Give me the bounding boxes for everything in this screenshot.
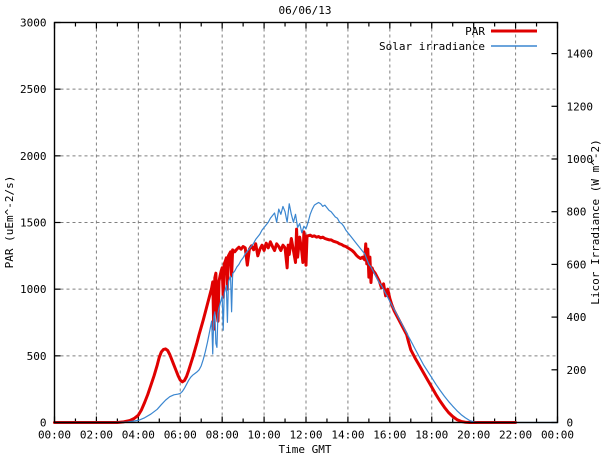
- axis-tickmarks: [53, 21, 559, 424]
- x-tick-label: 18:00: [415, 429, 448, 442]
- y2-tick-label: 600: [567, 258, 587, 271]
- x-tick-label: 06:00: [164, 429, 197, 442]
- y2-tick-label: 400: [567, 311, 587, 324]
- x-axis-tick-labels: 00:00 02:00 04:00 06:00 08:00 10:00 12:00 14:00…: [38, 429, 574, 442]
- chart-title: 06/06/13: [279, 4, 332, 17]
- gridlines: [54, 22, 558, 423]
- y-tick-label: 0: [40, 417, 47, 430]
- x-tick-label: 04:00: [122, 429, 155, 442]
- y-tick-label: 500: [27, 350, 47, 363]
- y2-tick-label: 1400: [567, 48, 594, 61]
- x-axis-title: Time GMT: [279, 443, 332, 456]
- y2-axis-title: Licor Irradiance (W m^-2): [589, 139, 602, 305]
- y-tick-label: 2500: [20, 83, 47, 96]
- x-tick-label: 08:00: [206, 429, 239, 442]
- x-tick-label: 10:00: [248, 429, 281, 442]
- y-axis-title: PAR (uEm^-2/s): [3, 176, 16, 269]
- legend-item: Solar irradiance: [379, 40, 537, 53]
- x-tick-label: 16:00: [373, 429, 406, 442]
- y2-axis-tick-labels: 0 200 400 600 800 1000 1200 1400: [567, 48, 594, 430]
- y-tick-label: 1000: [20, 283, 47, 296]
- data-series-layer: [53, 201, 559, 424]
- x-tick-label: 22:00: [499, 429, 532, 442]
- x-tick-label: 00:00: [541, 429, 574, 442]
- y2-tick-label: 1000: [567, 153, 594, 166]
- legend-label: PAR: [465, 25, 485, 38]
- series-line-solar-irradiance: [53, 201, 559, 424]
- chart-legend: PAR Solar irradiance: [379, 25, 537, 53]
- x-tick-label: 20:00: [457, 429, 490, 442]
- x-tick-label: 12:00: [289, 429, 322, 442]
- x-tick-label: 02:00: [80, 429, 113, 442]
- y2-tick-label: 800: [567, 206, 587, 219]
- y-tick-label: 2000: [20, 150, 47, 163]
- legend-label: Solar irradiance: [379, 40, 485, 53]
- y2-tick-label: 200: [567, 364, 587, 377]
- y2-tick-label: 0: [567, 417, 574, 430]
- y-tick-label: 1500: [20, 217, 47, 230]
- x-tick-label: 14:00: [331, 429, 364, 442]
- y2-tick-label: 1200: [567, 100, 594, 113]
- legend-item: PAR: [465, 25, 537, 38]
- y-tick-label: 3000: [20, 17, 47, 30]
- plot-frame: [53, 21, 559, 424]
- y-axis-tick-labels: 0 500 1000 1500 2000 2500 3000: [20, 17, 47, 430]
- x-tick-label: 00:00: [38, 429, 71, 442]
